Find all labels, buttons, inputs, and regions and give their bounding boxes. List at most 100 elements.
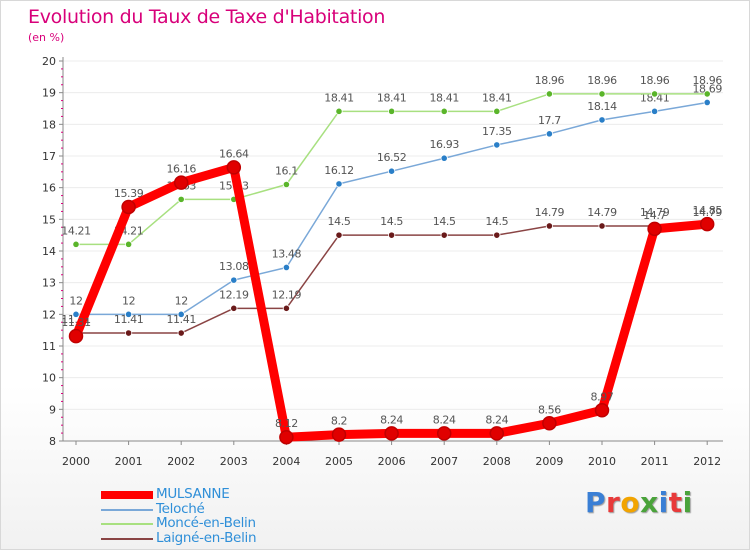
data-point [387, 167, 396, 175]
data-label: 12 [69, 294, 82, 307]
x-tick-label: 2006 [378, 455, 406, 468]
series-teloche: 12 12 12 13.08 13.48 16.12 16.52 16.93 17.35 17.7… [69, 82, 723, 318]
y-tick-label: 12 [42, 308, 56, 321]
y-tick-label: 14 [42, 245, 56, 258]
data-point [440, 154, 448, 162]
data-point [598, 90, 606, 98]
x-tick-label: 2012 [693, 455, 721, 468]
data-label: 16.93 [429, 138, 459, 151]
data-point [177, 195, 185, 203]
data-point [125, 329, 133, 337]
data-point [230, 304, 238, 312]
data-point [440, 107, 448, 115]
x-tick-label: 2000 [62, 455, 90, 468]
x-tick-label: 2007 [430, 455, 458, 468]
data-point [226, 160, 242, 175]
legend-swatch [101, 537, 153, 540]
y-tick-label: 19 [42, 87, 56, 100]
data-point [542, 416, 557, 431]
data-label: 12 [175, 294, 188, 307]
data-point [173, 175, 189, 190]
y-tick-label: 13 [42, 277, 56, 290]
y-tick-label: 9 [49, 403, 56, 416]
data-label: 12.19 [272, 288, 302, 301]
data-label: 13.08 [219, 260, 249, 273]
data-label: 18.41 [429, 91, 459, 104]
x-tick-label: 2010 [588, 455, 616, 468]
x-tick-label: 2005 [325, 455, 353, 468]
data-point [545, 222, 554, 230]
data-label: 11.41 [114, 313, 144, 326]
data-point [282, 263, 290, 272]
data-point [282, 304, 290, 312]
data-label: 14.7 [643, 209, 666, 222]
data-label: 17.7 [538, 114, 561, 127]
data-label: 16.12 [324, 164, 354, 177]
data-label: 8.24 [380, 413, 403, 426]
data-label: 18.96 [535, 74, 565, 87]
data-label: 14.21 [61, 224, 91, 237]
chart-title: Evolution du Taux de Taxe d'Habitation [28, 6, 386, 28]
proxiti-logo: Proxiti [585, 486, 693, 519]
data-label: 16.1 [275, 165, 298, 178]
data-point [598, 116, 606, 124]
y-tick-label: 16 [42, 182, 56, 195]
data-label: 8.24 [485, 413, 508, 426]
data-label: 14.5 [485, 215, 508, 228]
data-label: 8.2 [331, 415, 347, 428]
data-point [335, 107, 343, 115]
data-label: 14.5 [380, 215, 403, 228]
data-point [493, 231, 501, 239]
data-label: 18.14 [587, 100, 617, 113]
data-label: 16.52 [377, 151, 407, 164]
data-point [545, 130, 554, 138]
legend-swatch [101, 491, 153, 499]
data-label: 14.5 [328, 215, 351, 228]
data-label: 18.41 [377, 91, 407, 104]
y-tick-label: 20 [42, 55, 56, 68]
data-point [436, 426, 452, 441]
data-label: 18.69 [692, 82, 722, 95]
data-point [703, 90, 711, 98]
data-label: 14.79 [535, 206, 565, 219]
data-label: 8.24 [433, 413, 456, 426]
y-tick-label: 8 [49, 435, 56, 448]
x-tick-label: 2008 [483, 455, 511, 468]
data-point [125, 240, 133, 248]
y-tick-label: 18 [42, 118, 56, 131]
y-tick-label: 17 [42, 150, 56, 163]
x-tick-label: 2002 [167, 455, 195, 468]
x-tick-label: 2009 [535, 455, 563, 468]
legend-swatch [101, 523, 153, 525]
data-point [72, 310, 80, 318]
y-tick-labels: 8 9 10 11 12 13 14 15 16 17 18 19 20 [42, 55, 63, 448]
data-point [699, 216, 715, 232]
data-label: 13.48 [272, 247, 302, 260]
data-point [650, 90, 659, 98]
data-point [230, 276, 238, 284]
data-point [703, 98, 711, 107]
data-label: 14.85 [692, 204, 722, 217]
y-tick-label: 11 [42, 340, 56, 353]
data-point [387, 107, 396, 115]
data-point [440, 231, 448, 239]
data-labels: 11.31 15.39 16.16 16.64 8.12 8.2 8.24 8.24 8.24 8… [61, 147, 722, 430]
data-label: 15.39 [114, 187, 144, 200]
x-tick-labels: 2000 2001 2002 2003 2004 2005 2006 2007 2008 2009… [62, 441, 721, 468]
data-point [331, 427, 347, 442]
data-point [335, 180, 343, 188]
series-mulsanne: 11.31 15.39 16.16 16.64 8.12 8.2 8.24 8.24 8.24 8… [61, 147, 723, 445]
data-label: 14.5 [433, 215, 456, 228]
data-label: 8.56 [538, 403, 561, 416]
data-point [545, 90, 554, 98]
data-point [493, 107, 501, 115]
y-tick-label: 15 [42, 213, 56, 226]
unit-label: (en %) [28, 31, 65, 44]
data-label: 16.64 [219, 147, 249, 160]
data-point [72, 240, 80, 248]
y-tick-label: 10 [42, 372, 56, 385]
data-point [647, 221, 662, 237]
